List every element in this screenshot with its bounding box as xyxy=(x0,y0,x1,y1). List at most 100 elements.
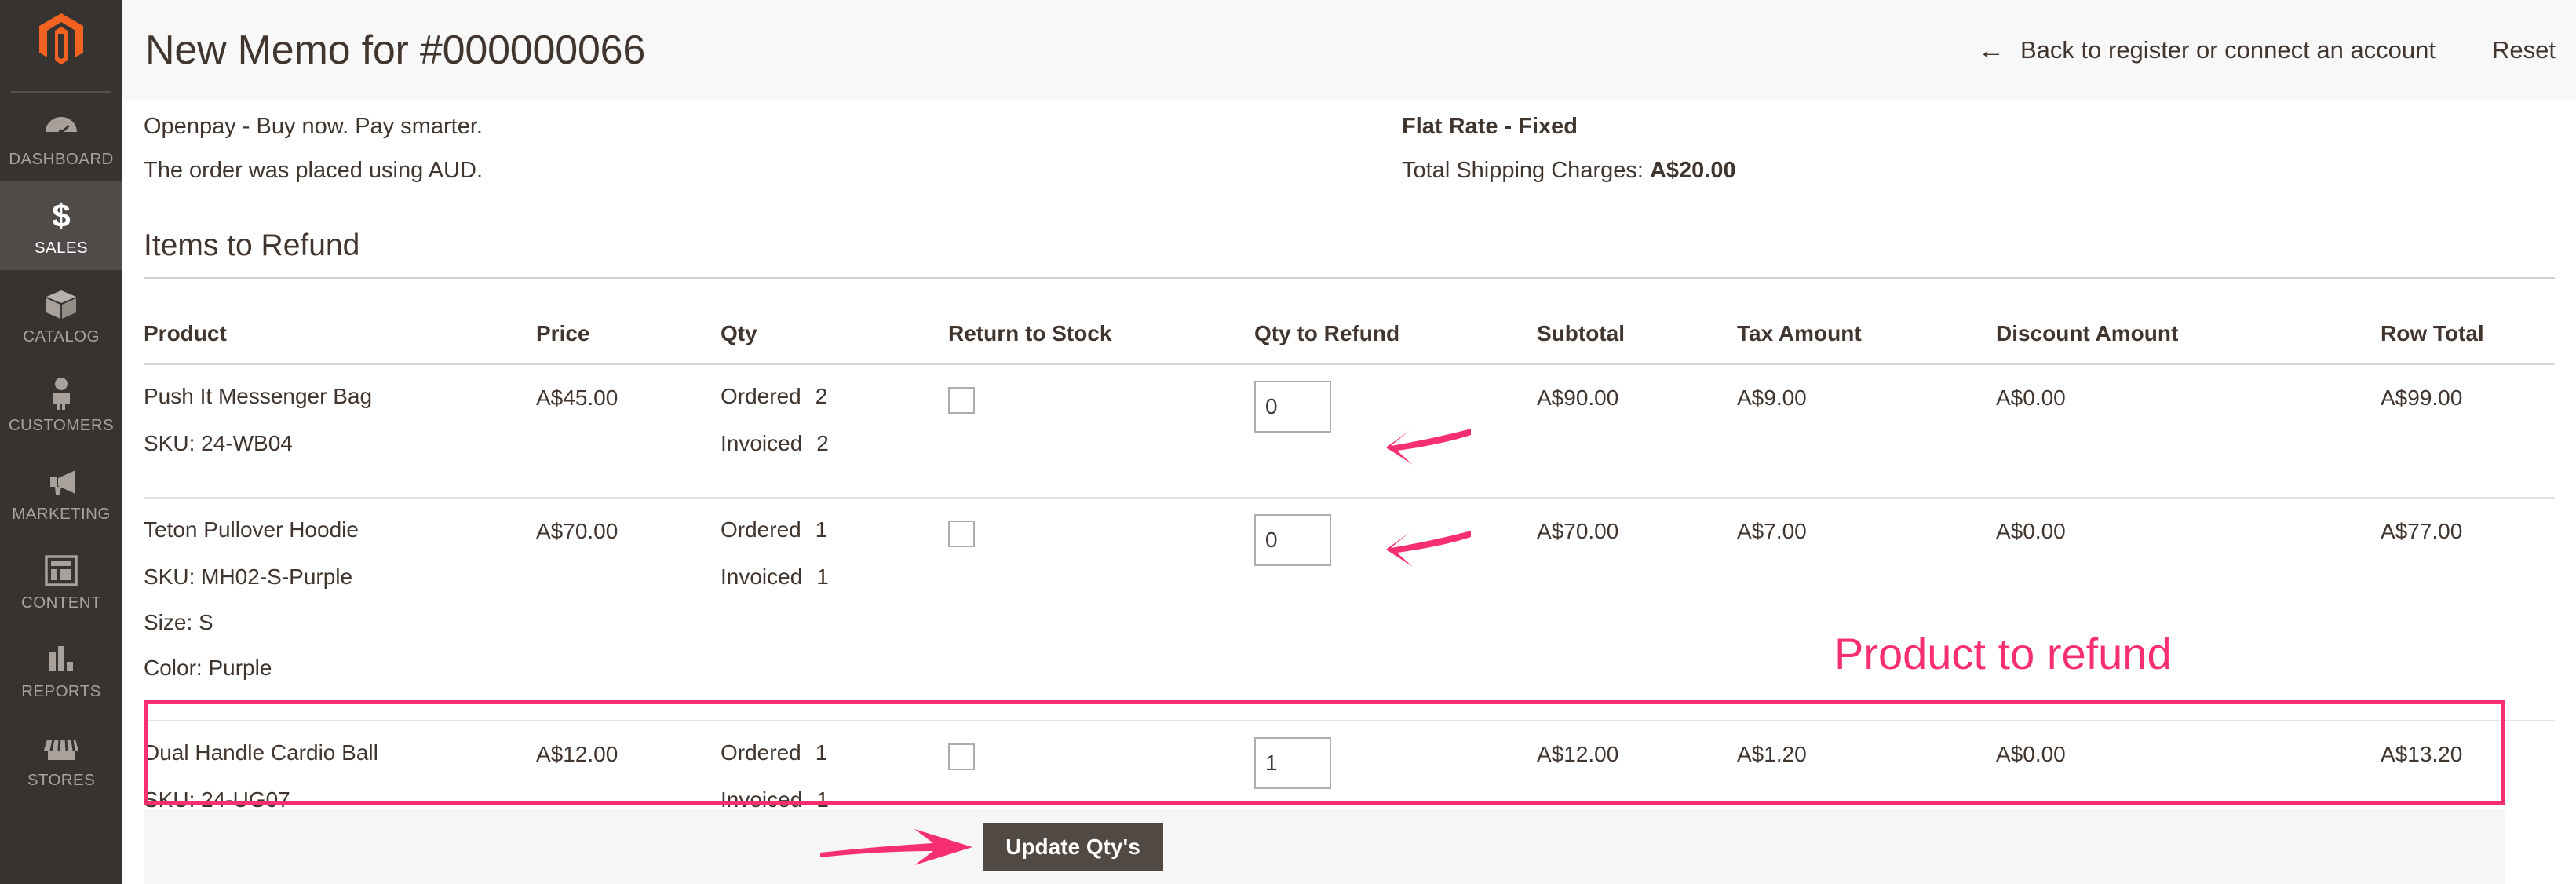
cell-qty: Ordered 1 Invoiced 1 xyxy=(721,497,948,721)
sidebar-item-customers[interactable]: CUSTOMERS xyxy=(0,359,122,447)
col-header-row-total: Row Total xyxy=(2381,279,2555,365)
col-header-subtotal: Subtotal xyxy=(1537,279,1737,365)
refund-items-table: Product Price Qty Return to Stock Qty to… xyxy=(144,279,2555,853)
sidebar-item-label: CATALOG xyxy=(23,327,100,345)
cell-tax-amount: A$9.00 xyxy=(1737,385,1807,410)
table-header-row: Product Price Qty Return to Stock Qty to… xyxy=(144,279,2555,365)
shipping-info: Flat Rate - Fixed Total Shipping Charges… xyxy=(1402,115,1736,203)
section-title: Items to Refund xyxy=(144,228,360,262)
qty-ordered: Ordered 1 xyxy=(721,742,948,764)
sidebar-item-label: CONTENT xyxy=(21,594,101,612)
col-header-discount-amount: Discount Amount xyxy=(1996,279,2381,365)
qty-ordered-label: Ordered xyxy=(721,740,801,765)
qty-invoiced-value: 2 xyxy=(816,431,829,455)
currency-note: The order was placed using AUD. xyxy=(144,158,483,183)
dollar-icon: $ xyxy=(49,199,73,233)
sidebar-item-label: CUSTOMERS xyxy=(8,416,115,434)
page-title: New Memo for #000000066 xyxy=(145,27,646,73)
magento-logo[interactable] xyxy=(0,0,122,79)
annotation-arrow-row1-icon xyxy=(1386,429,1471,465)
qty-to-refund-input[interactable] xyxy=(1254,514,1331,566)
cell-row-total: A$13.20 xyxy=(2381,720,2555,853)
sidebar-item-label: DASHBOARD xyxy=(9,150,114,168)
sidebar-item-dashboard[interactable]: DASHBOARD xyxy=(0,93,122,181)
megaphone-icon xyxy=(44,465,78,499)
update-qtys-button[interactable]: Update Qty's xyxy=(983,823,1163,871)
qty-to-refund-input[interactable] xyxy=(1254,381,1331,433)
magento-logo-icon xyxy=(39,13,83,64)
cell-price: A$45.00 xyxy=(536,385,618,410)
qty-invoiced-label: Invoiced xyxy=(721,787,803,812)
return-to-stock-checkbox[interactable] xyxy=(948,521,975,547)
col-header-price: Price xyxy=(536,279,721,365)
annotation-product-to-refund: Product to refund xyxy=(1834,629,2172,678)
gauge-icon xyxy=(44,110,78,144)
shipping-method: Flat Rate - Fixed xyxy=(1402,114,1578,139)
cell-row-total: A$77.00 xyxy=(2381,497,2555,721)
table-footer-bar xyxy=(144,809,2505,884)
sidebar-item-reports[interactable]: REPORTS xyxy=(0,625,122,714)
items-to-refund-section: Items to Refund Product Price Qty Return… xyxy=(144,203,2555,853)
sidebar-item-content[interactable]: CONTENT xyxy=(0,536,122,625)
back-link-label: Back to register or connect an account xyxy=(2020,35,2436,64)
product-sku: SKU: 24-UG07 xyxy=(144,787,290,812)
table-row: Teton Pullover Hoodie SKU: MH02-S-Purple… xyxy=(144,497,2555,721)
qty-invoiced: Invoiced 1 xyxy=(721,566,948,588)
section-divider xyxy=(144,277,2555,279)
cell-tax-amount: A$7.00 xyxy=(1737,497,1996,721)
cell-discount-amount: A$0.00 xyxy=(1996,385,2066,410)
back-link[interactable]: ← Back to register or connect an account xyxy=(1978,36,2436,64)
return-to-stock-checkbox[interactable] xyxy=(948,743,975,770)
order-info-row: Openpay - Buy now. Pay smarter. The orde… xyxy=(122,101,2576,203)
qty-invoiced: Invoiced 1 xyxy=(721,789,948,811)
person-icon xyxy=(48,376,75,411)
payment-method: Openpay - Buy now. Pay smarter. xyxy=(144,114,483,139)
payment-info: Openpay - Buy now. Pay smarter. The orde… xyxy=(144,115,483,203)
qty-ordered-value: 2 xyxy=(815,384,828,408)
shipping-charges: Total Shipping Charges: A$20.00 xyxy=(1402,159,1736,182)
table-head: Product Price Qty Return to Stock Qty to… xyxy=(144,279,2555,365)
reset-button[interactable]: Reset xyxy=(2492,35,2556,64)
qty-to-refund-input[interactable] xyxy=(1254,737,1331,789)
qty-invoiced: Invoiced 2 xyxy=(721,433,948,455)
annotation-arrow-row2-icon xyxy=(1386,531,1471,567)
qty-ordered: Ordered 1 xyxy=(721,519,948,541)
qty-invoiced-value: 1 xyxy=(816,564,829,589)
qty-ordered-label: Ordered xyxy=(721,517,801,542)
qty-ordered-value: 1 xyxy=(815,517,828,542)
cell-price: A$70.00 xyxy=(536,497,721,721)
qty-ordered-label: Ordered xyxy=(721,384,801,408)
product-option-size: Size: S xyxy=(144,610,213,634)
cell-qty: Ordered 2 Invoiced 2 xyxy=(721,364,948,498)
cell-qty-to-refund xyxy=(1254,497,1537,721)
arrow-left-icon: ← xyxy=(1978,35,2005,65)
cell-subtotal: A$70.00 xyxy=(1537,497,1737,721)
cell-return-to-stock xyxy=(948,364,1254,498)
cell-product: Push It Messenger Bag SKU: 24-WB04 xyxy=(144,364,536,498)
product-name: Push It Messenger Bag xyxy=(144,384,373,408)
sidebar-item-sales[interactable]: $ SALES xyxy=(0,181,122,270)
qty-invoiced-label: Invoiced xyxy=(721,564,803,589)
sidebar-item-marketing[interactable]: MARKETING xyxy=(0,447,122,536)
cell-discount-amount: A$0.00 xyxy=(1996,497,2381,721)
col-header-tax-amount: Tax Amount xyxy=(1737,279,1996,365)
shipping-charges-label: Total Shipping Charges: xyxy=(1402,158,1644,183)
bar-chart-icon xyxy=(46,642,76,677)
cell-product: Teton Pullover Hoodie SKU: MH02-S-Purple… xyxy=(144,497,536,721)
sidebar-divider xyxy=(11,91,111,93)
qty-invoiced-value: 1 xyxy=(816,787,829,812)
sidebar-item-label: STORES xyxy=(27,771,96,789)
cell-return-to-stock xyxy=(948,497,1254,721)
storefront-icon xyxy=(44,731,78,765)
product-name: Dual Handle Cardio Ball xyxy=(144,740,378,765)
sidebar-item-label: MARKETING xyxy=(12,505,111,523)
header-actions: ← Back to register or connect an account… xyxy=(1978,36,2556,64)
sidebar-item-stores[interactable]: STORES xyxy=(0,714,122,802)
sidebar-item-catalog[interactable]: CATALOG xyxy=(0,270,122,359)
return-to-stock-checkbox[interactable] xyxy=(948,387,975,414)
sidebar-item-label: SALES xyxy=(34,239,89,257)
table-row: Push It Messenger Bag SKU: 24-WB04 A$45.… xyxy=(144,364,2555,498)
annotation-arrow-update-button-icon xyxy=(820,829,972,865)
admin-sidebar: DASHBOARD $ SALES CATALOG xyxy=(0,0,122,884)
